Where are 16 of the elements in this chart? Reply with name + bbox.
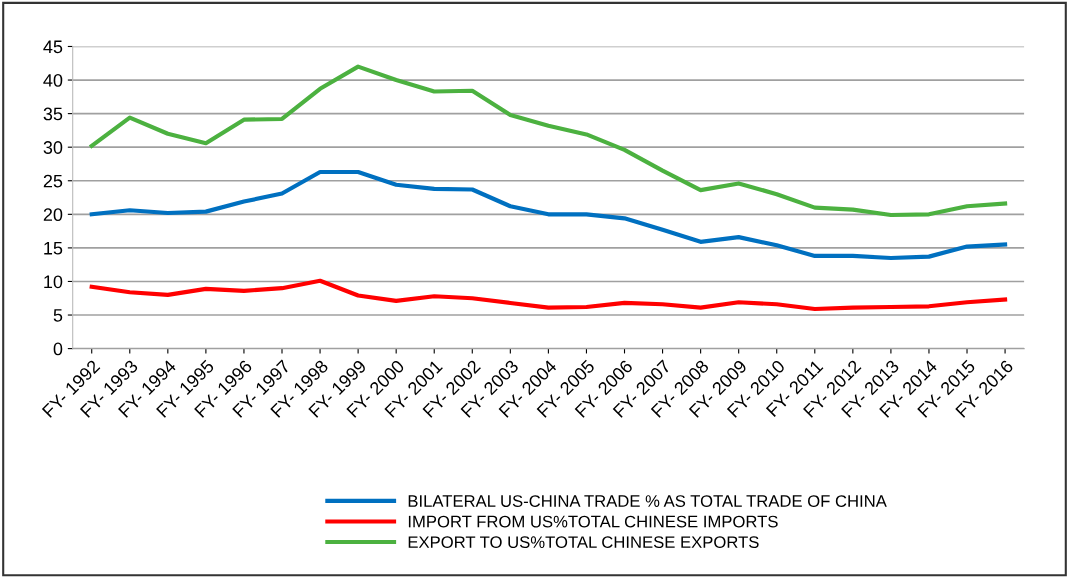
- y-tick-label: 5: [53, 309, 63, 322]
- y-tick-label: 35: [43, 107, 63, 121]
- line-series: [89, 278, 1008, 312]
- line-series: [89, 169, 1008, 261]
- y-tick-label: 25: [43, 174, 63, 188]
- legend-label: BILATERAL US-CHINA TRADE % AS TOTAL TRADE OF CHINA: [408, 495, 887, 507]
- legend-label: IMPORT FROM US%TOTAL CHINESE IMPORTS: [408, 515, 778, 528]
- y-tick-label: 0: [53, 342, 63, 356]
- line-series: [89, 64, 1008, 218]
- y-tick-label: 40: [43, 73, 63, 87]
- y-tick-label: 15: [44, 242, 63, 255]
- legend-label: EXPORT TO US%TOTAL CHINESE EXPORTS: [408, 536, 759, 549]
- y-tick-label: 10: [44, 275, 63, 289]
- y-tick-label: 30: [43, 141, 63, 154]
- y-tick-label: 20: [43, 208, 63, 222]
- y-tick-label: 45: [43, 40, 63, 54]
